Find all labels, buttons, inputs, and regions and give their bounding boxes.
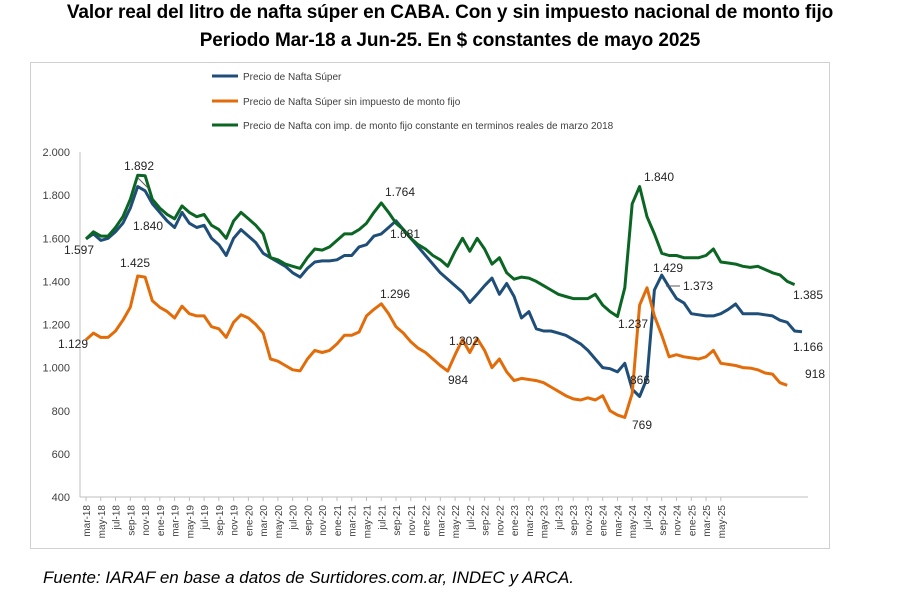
x-tick-label: sep-20 — [303, 505, 314, 536]
data-label: 918 — [805, 367, 825, 381]
x-tick-label: sep-22 — [481, 505, 492, 536]
data-label: 1.373 — [683, 279, 713, 293]
series-line-3 — [84, 173, 796, 318]
x-tick-label: mar-20 — [259, 505, 270, 537]
data-label: 866 — [630, 373, 650, 387]
x-tick-label: jul-24 — [643, 505, 654, 531]
x-tick-label: ene-22 — [422, 505, 433, 537]
x-tick-label: sep-19 — [215, 505, 226, 536]
x-tick-label: may-23 — [540, 505, 551, 539]
x-tick-label: nov-23 — [584, 505, 595, 536]
x-tick-label: mar-21 — [348, 505, 359, 537]
x-tick-label: jul-22 — [466, 505, 477, 531]
series-line-1 — [85, 185, 803, 398]
x-tick-label: nov-19 — [230, 505, 241, 536]
x-tick-label: mar-25 — [702, 505, 713, 537]
x-tick-label: may-18 — [97, 505, 108, 539]
y-tick-label: 800 — [52, 406, 70, 418]
chart-title: Valor real del litro de nafta súper en C… — [66, 2, 834, 23]
x-tick-label: sep-21 — [392, 505, 403, 536]
data-label: 1.296 — [380, 287, 410, 301]
data-label: 1.892 — [124, 159, 154, 173]
x-tick-label: jul-20 — [289, 505, 300, 531]
data-label: 769 — [632, 418, 652, 432]
leader-line — [137, 177, 149, 189]
y-tick-label: 1.000 — [42, 363, 70, 375]
x-tick-label: sep-24 — [658, 505, 669, 536]
chart-subtitle: Periodo Mar-18 a Jun-25. En $ constantes… — [199, 30, 701, 51]
x-tick-label: ene-21 — [333, 505, 344, 537]
data-label: 1.764 — [385, 185, 415, 199]
data-label: 1.681 — [390, 227, 420, 241]
series-line-2 — [84, 274, 788, 419]
legend-label-1: Precio de Nafta Súper — [243, 72, 342, 83]
x-tick-label: mar-19 — [171, 505, 182, 537]
x-tick-label: mar-24 — [613, 505, 624, 537]
y-tick-label: 1.400 — [42, 276, 70, 288]
x-tick-label: ene-24 — [599, 505, 610, 537]
data-label: 1.840 — [644, 170, 674, 184]
x-tick-label: ene-25 — [687, 505, 698, 537]
data-label: 1.597 — [64, 243, 94, 257]
y-tick-label: 2.000 — [42, 147, 70, 159]
data-label: 1.840 — [133, 219, 163, 233]
x-tick-label: jul-23 — [554, 505, 565, 531]
y-tick-label: 400 — [52, 492, 70, 504]
data-label: 984 — [448, 373, 468, 387]
data-label: 1.129 — [58, 337, 88, 351]
x-tick-label: ene-20 — [244, 505, 255, 537]
y-tick-label: 600 — [52, 449, 70, 461]
y-tick-label: 1.800 — [42, 190, 70, 202]
data-label: 1.385 — [793, 288, 823, 302]
x-tick-label: nov-24 — [673, 505, 684, 536]
x-tick-label: may-21 — [362, 505, 373, 539]
x-tick-label: sep-23 — [569, 505, 580, 536]
y-tick-label: 1.600 — [42, 233, 70, 245]
x-tick-label: may-25 — [717, 505, 728, 539]
x-tick-label: jul-21 — [377, 505, 388, 531]
x-tick-label: may-19 — [185, 505, 196, 539]
x-tick-label: mar-22 — [436, 505, 447, 537]
data-label: 1.237 — [618, 317, 648, 331]
legend-label-2: Precio de Nafta Súper sin impuesto de mo… — [243, 97, 461, 108]
source-note: Fuente: IARAF en base a datos de Surtido… — [43, 568, 575, 587]
legend-label-3: Precio de Nafta con imp. de monto fijo c… — [243, 121, 614, 132]
x-tick-label: ene-23 — [510, 505, 521, 537]
x-tick-label: mar-23 — [525, 505, 536, 537]
x-tick-label: may-20 — [274, 505, 285, 539]
y-tick-label: 1.200 — [42, 320, 70, 332]
x-tick-label: sep-18 — [126, 505, 137, 536]
x-tick-label: nov-22 — [495, 505, 506, 536]
x-tick-label: nov-21 — [407, 505, 418, 536]
chart-frame — [30, 62, 830, 549]
line-chart: 400 600 800 1.000 1.200 1.400 1.600 1.800 2.000 m… — [42, 72, 825, 539]
x-tick-label: ene-19 — [156, 505, 167, 537]
x-tick-label: jul-19 — [200, 505, 211, 531]
x-tick-label: nov-20 — [318, 505, 329, 536]
data-label: 1.302 — [449, 334, 479, 348]
x-tick-label: nov-18 — [141, 505, 152, 536]
x-tick-label: may-22 — [451, 505, 462, 539]
x-tick-label: mar-18 — [82, 505, 93, 537]
data-label: 1.425 — [120, 256, 150, 270]
data-label: 1.166 — [793, 340, 823, 354]
data-label: 1.429 — [653, 261, 683, 275]
x-tick-label: may-24 — [628, 505, 639, 539]
x-tick-label: jul-18 — [112, 505, 123, 531]
